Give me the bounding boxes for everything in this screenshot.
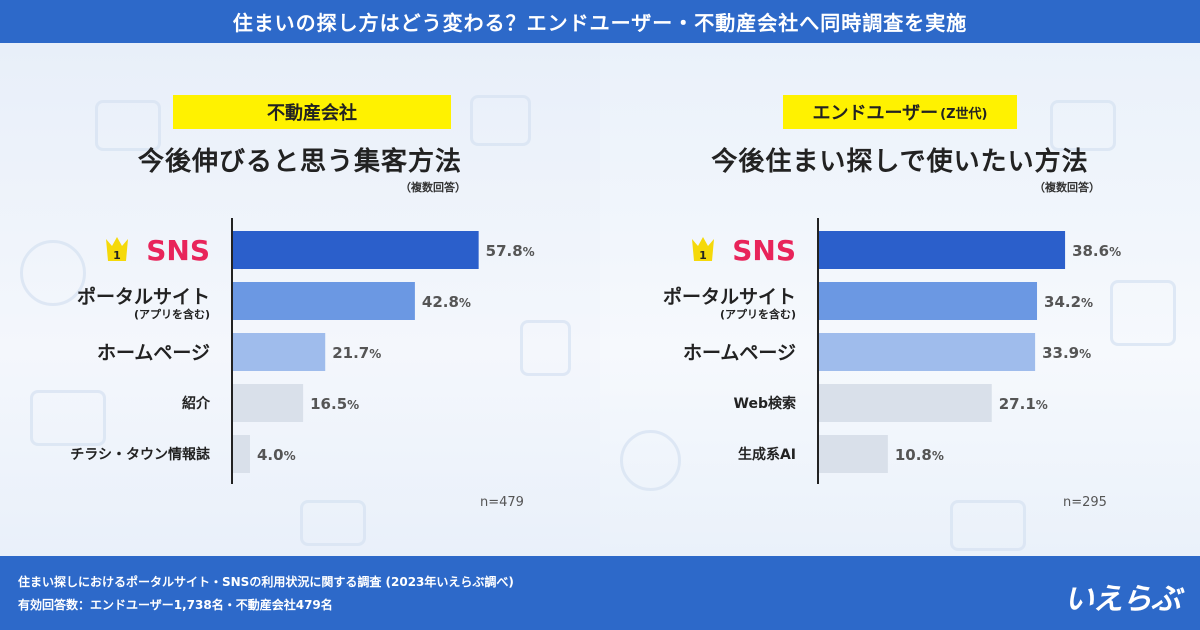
unit-label: % bbox=[1036, 398, 1048, 412]
bar bbox=[233, 333, 326, 371]
crown-icon bbox=[106, 237, 128, 261]
bar bbox=[233, 435, 250, 473]
category-label: 紹介 bbox=[182, 395, 211, 412]
bar bbox=[819, 435, 888, 473]
sample-size-label: n=295 bbox=[1063, 495, 1107, 510]
camera-icon bbox=[1050, 100, 1116, 151]
header-title: 住まいの探し方はどう変わる？エンドユーザー・不動産会社へ同時調査を実施 bbox=[0, 0, 1200, 43]
unit-label: % bbox=[459, 296, 471, 310]
unit-label: % bbox=[523, 245, 535, 259]
badge-label: 不動産会社 bbox=[267, 103, 357, 124]
chart-title: 今後住まい探しで使いたい方法 bbox=[711, 147, 1089, 177]
unit-label: % bbox=[369, 347, 381, 361]
category-sublabel: (アプリを含む) bbox=[134, 307, 210, 321]
rank-number: 1 bbox=[699, 249, 707, 262]
category-label: SNS bbox=[146, 234, 210, 267]
crown-icon bbox=[692, 237, 714, 261]
chart-title: 今後伸びると思う集客方法 bbox=[137, 147, 462, 177]
bar bbox=[233, 282, 415, 320]
globe-icon bbox=[620, 430, 681, 491]
rank-number: 1 bbox=[113, 249, 121, 262]
value-label: 57.8% bbox=[486, 242, 535, 260]
category-sublabel: (アプリを含む) bbox=[720, 307, 796, 321]
category-label: SNS bbox=[732, 234, 796, 267]
value-label: 21.7% bbox=[332, 344, 381, 362]
footer: 住まい探しにおけるポータルサイト・SNSの利用状況に関する調査 (2023年いえ… bbox=[0, 556, 1200, 630]
lock-icon bbox=[520, 320, 571, 376]
house-icon bbox=[470, 95, 531, 146]
bar bbox=[233, 231, 479, 269]
calendar-icon bbox=[1110, 280, 1176, 346]
sample-size-label: n=479 bbox=[480, 495, 524, 510]
value-label: 16.5% bbox=[310, 395, 359, 413]
bar bbox=[819, 231, 1066, 269]
value-label: 38.6% bbox=[1072, 242, 1121, 260]
bar bbox=[819, 282, 1038, 320]
bar bbox=[819, 384, 992, 422]
unit-label: % bbox=[1079, 347, 1091, 361]
card-icon bbox=[300, 500, 366, 546]
unit-label: % bbox=[1109, 245, 1121, 259]
value-label: 34.2% bbox=[1044, 293, 1093, 311]
bar bbox=[819, 333, 1036, 371]
survey-source: 住まい探しにおけるポータルサイト・SNSの利用状況に関する調査 (2023年いえ… bbox=[18, 575, 514, 589]
answer-note: （複数回答） bbox=[400, 181, 466, 194]
unit-label: % bbox=[347, 398, 359, 412]
ierabu-logo: いえらぶ bbox=[1064, 582, 1181, 617]
respondent-badge: エンドユーザー (Z世代) bbox=[783, 95, 1017, 129]
category-label: ポータルサイト bbox=[77, 285, 210, 308]
category-label: ホームページ bbox=[683, 342, 796, 364]
badge-suffix: (Z世代) bbox=[940, 106, 988, 122]
category-label: ホームページ bbox=[97, 342, 210, 364]
right-panel: エンドユーザー (Z世代) 今後住まい探しで使いたい方法 （複数回答） n=295 bbox=[600, 43, 1200, 556]
respondent-count: 有効回答数：エンドユーザー1,738名・不動産会社479名 bbox=[18, 598, 333, 612]
unit-label: % bbox=[284, 449, 296, 463]
respondent-badge: 不動産会社 bbox=[173, 95, 451, 129]
category-label: 生成系AI bbox=[738, 446, 796, 463]
value-label: 4.0% bbox=[257, 446, 296, 464]
globe-icon bbox=[20, 240, 86, 306]
envelope-icon bbox=[30, 390, 106, 446]
value-label: 33.9% bbox=[1042, 344, 1091, 362]
mail-icon bbox=[950, 500, 1026, 551]
unit-label: % bbox=[932, 449, 944, 463]
category-label: Web検索 bbox=[734, 395, 796, 412]
category-label: ポータルサイト bbox=[663, 285, 796, 308]
bar bbox=[233, 384, 304, 422]
value-label: 27.1% bbox=[999, 395, 1048, 413]
value-label: 42.8% bbox=[422, 293, 471, 311]
badge-label: エンドユーザー bbox=[812, 103, 939, 124]
category-label: チラシ・タウン情報誌 bbox=[70, 446, 210, 463]
value-label: 10.8% bbox=[895, 446, 944, 464]
answer-note: （複数回答） bbox=[1034, 181, 1100, 194]
camera-icon bbox=[95, 100, 161, 151]
left-panel: 不動産会社 今後伸びると思う集客方法 （複数回答） n=479 bbox=[0, 43, 600, 556]
unit-label: % bbox=[1081, 296, 1093, 310]
